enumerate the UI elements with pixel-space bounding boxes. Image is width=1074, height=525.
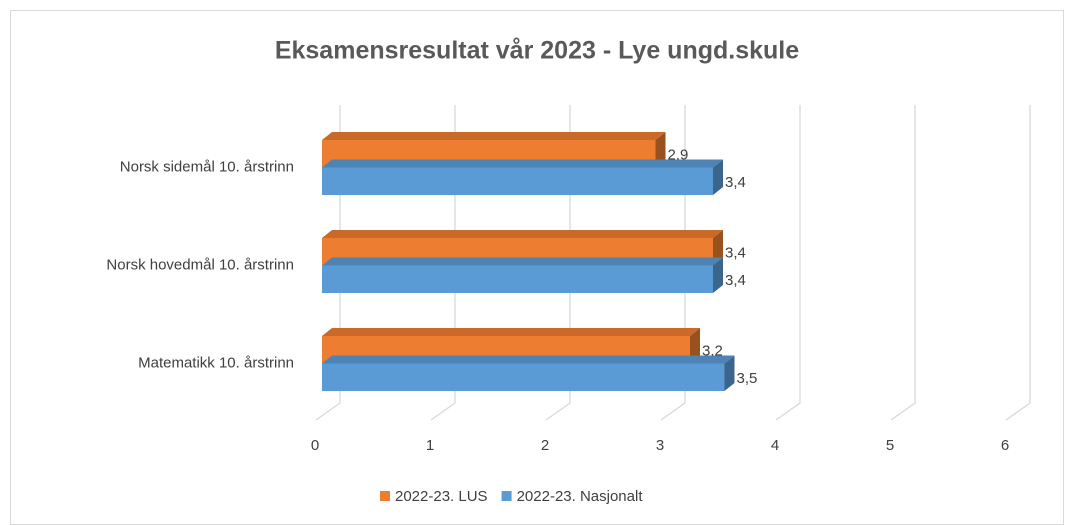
bar-face — [724, 355, 735, 391]
legend-swatch — [380, 491, 390, 501]
bar-face — [655, 132, 666, 168]
data-label: 3,4 — [725, 245, 746, 262]
data-label: 3,2 — [702, 343, 723, 360]
grid-line — [775, 105, 801, 421]
x-tick-label: 0 — [311, 437, 319, 454]
x-tick-label: 6 — [1001, 437, 1009, 454]
legend-swatch — [501, 491, 512, 501]
bar-face — [322, 132, 666, 140]
bar-face — [690, 328, 700, 364]
data-label: 3,5 — [737, 370, 758, 387]
bar — [322, 355, 735, 391]
x-tick-label: 3 — [656, 437, 664, 454]
grid-line — [545, 105, 571, 421]
x-tick-label: 2 — [541, 437, 549, 454]
legend-label: 2022-23. Nasjonalt — [517, 488, 644, 505]
y-tick-label: Matematikk 10. årstrinn — [138, 354, 294, 371]
grid-line — [430, 105, 456, 421]
bar-face — [322, 159, 723, 168]
bar-face — [322, 265, 713, 293]
y-tick-label: Norsk hovedmål 10. årstrinn — [106, 256, 294, 273]
data-label: 2,9 — [668, 147, 689, 164]
x-tick-label: 4 — [771, 437, 779, 454]
grid-line — [890, 105, 916, 421]
bar-face — [322, 167, 713, 195]
bar-face — [322, 230, 723, 238]
grid-line — [315, 105, 341, 421]
x-tick-label: 5 — [886, 437, 894, 454]
chart-title: Eksamensresultat vår 2023 - Lye ungd.sku… — [275, 37, 799, 65]
y-tick-label: Norsk sidemål 10. årstrinn — [120, 158, 294, 175]
bar-face — [322, 257, 723, 266]
x-tick-label: 1 — [426, 437, 434, 454]
bar-face — [322, 363, 725, 391]
data-label: 3,4 — [725, 174, 746, 191]
grid-line — [660, 105, 686, 421]
bar-face — [322, 355, 735, 364]
data-label: 3,4 — [725, 272, 746, 289]
bar-face — [713, 159, 723, 195]
bar — [322, 159, 723, 195]
legend-label: 2022-23. LUS — [395, 488, 488, 505]
grid-line — [1005, 105, 1031, 421]
bar-face — [322, 328, 700, 336]
bar-face — [713, 257, 723, 293]
bar-face — [713, 230, 723, 266]
bar — [322, 257, 723, 293]
